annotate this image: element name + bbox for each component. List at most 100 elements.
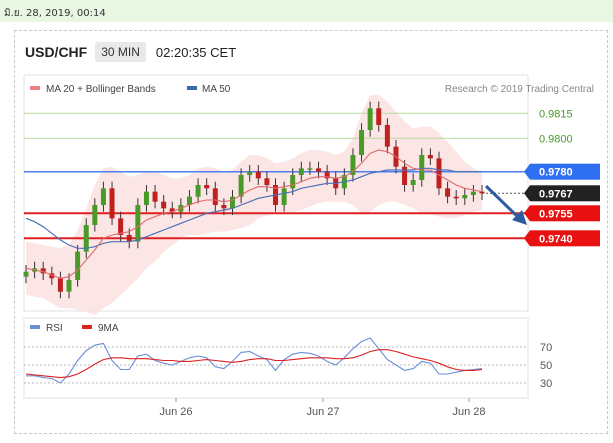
candle xyxy=(40,261,46,280)
candle xyxy=(307,161,313,175)
level-tag-pointer-0.9740 xyxy=(524,230,530,247)
candle-body xyxy=(264,178,270,185)
candle xyxy=(186,190,192,212)
candle-body xyxy=(436,158,442,189)
rsi-9ma-line xyxy=(25,349,483,379)
candle-body xyxy=(307,168,313,170)
candle-body xyxy=(419,155,425,180)
x-tick-label: Jun 26 xyxy=(159,406,192,418)
candle xyxy=(100,181,106,212)
candle xyxy=(66,273,72,299)
candle xyxy=(479,185,485,200)
timeframe-badge[interactable]: 30 MIN xyxy=(95,42,146,62)
candle xyxy=(229,190,235,215)
level-tag-0.9755 xyxy=(530,205,600,222)
bollinger-band-fill xyxy=(26,95,482,315)
level-tag-0.9780 xyxy=(530,163,600,180)
candle-body xyxy=(402,166,408,185)
rsi-legend: RSI 9MA xyxy=(30,323,119,334)
ma20-line xyxy=(25,149,483,279)
candle xyxy=(298,161,304,182)
candle-body xyxy=(49,273,55,279)
clock-label: 02:20:35 CET xyxy=(155,44,237,60)
candle-body xyxy=(384,125,390,147)
candle xyxy=(462,188,468,205)
candle-body xyxy=(143,191,149,205)
legend-ma50: MA 50 xyxy=(202,84,231,95)
candle-body xyxy=(229,196,235,209)
candle xyxy=(470,185,476,202)
rsi-line xyxy=(26,337,483,384)
date-bar: มิ.ย. 28, 2019, 00:14 xyxy=(0,0,613,22)
x-tick-label: Jun 27 xyxy=(306,406,339,418)
candle xyxy=(75,245,81,287)
candle-body xyxy=(135,205,141,242)
candle-body xyxy=(75,251,81,280)
candle-body xyxy=(479,191,485,194)
candle-body xyxy=(92,205,98,225)
candle-body xyxy=(255,171,261,179)
legend-rsi: RSI xyxy=(46,323,63,334)
rsi-tick-50: 50 xyxy=(540,360,552,372)
candle-body xyxy=(281,188,287,205)
candle-body xyxy=(126,235,132,242)
candle xyxy=(212,181,218,212)
datetime-text: มิ.ย. 28, 2019, 00:14 xyxy=(4,8,106,19)
candle xyxy=(169,201,175,219)
bollinger-band-layer xyxy=(26,95,482,315)
candle xyxy=(367,101,373,137)
legend-swatch-rsi xyxy=(30,325,40,329)
candle-body xyxy=(109,188,115,219)
candle xyxy=(83,218,89,259)
candle-body xyxy=(169,208,175,212)
candle xyxy=(57,271,63,299)
candle-body xyxy=(238,175,244,197)
legend-swatch-ma20 xyxy=(30,86,40,90)
candle xyxy=(247,165,253,182)
level-label-0.9800: 0.9800 xyxy=(539,133,573,145)
candle-body xyxy=(57,278,63,292)
candle xyxy=(419,148,425,187)
candle-body xyxy=(367,108,373,130)
bearish-arrow xyxy=(484,184,527,225)
candle xyxy=(436,151,442,195)
candle xyxy=(445,181,451,204)
candle-body xyxy=(83,225,89,252)
level-tag-pointer-0.9780 xyxy=(524,163,530,180)
candle xyxy=(264,171,270,192)
candle-body xyxy=(247,171,253,175)
rsi-layer: 70 50 30 xyxy=(24,337,552,390)
axis-layer: Jun 26 Jun 27 Jun 28 xyxy=(159,398,486,418)
candle-body xyxy=(152,191,158,202)
candle-body xyxy=(195,185,201,197)
candle-body xyxy=(186,196,192,205)
candle xyxy=(384,118,390,154)
candle xyxy=(161,195,167,215)
candle xyxy=(221,198,227,215)
candle-body xyxy=(66,280,72,292)
candle-body xyxy=(350,155,356,175)
candle-body xyxy=(445,188,451,197)
candle xyxy=(359,123,365,162)
candle xyxy=(376,101,382,132)
candle xyxy=(238,168,244,204)
candle xyxy=(92,198,98,232)
rsi-tick-30: 30 xyxy=(540,378,552,390)
candle xyxy=(195,178,201,204)
candle-body xyxy=(118,218,124,235)
level-tag-0.9767 xyxy=(530,185,600,202)
candle xyxy=(350,148,356,182)
legend-ma20: MA 20 + Bollinger Bands xyxy=(46,84,156,95)
candle xyxy=(23,265,29,284)
level-label-0.9740: 0.9740 xyxy=(539,233,573,245)
x-tick-label: Jun 28 xyxy=(452,406,485,418)
candle-body xyxy=(298,168,304,175)
candle-body xyxy=(359,130,365,155)
level-tag-pointer-0.9755 xyxy=(524,205,530,222)
candle xyxy=(49,266,55,285)
candle-body xyxy=(470,191,476,195)
candle xyxy=(427,148,433,165)
copyright-text: Research © 2019 Trading Central xyxy=(445,84,594,95)
candle-body xyxy=(40,268,46,274)
candle-body xyxy=(453,196,459,199)
